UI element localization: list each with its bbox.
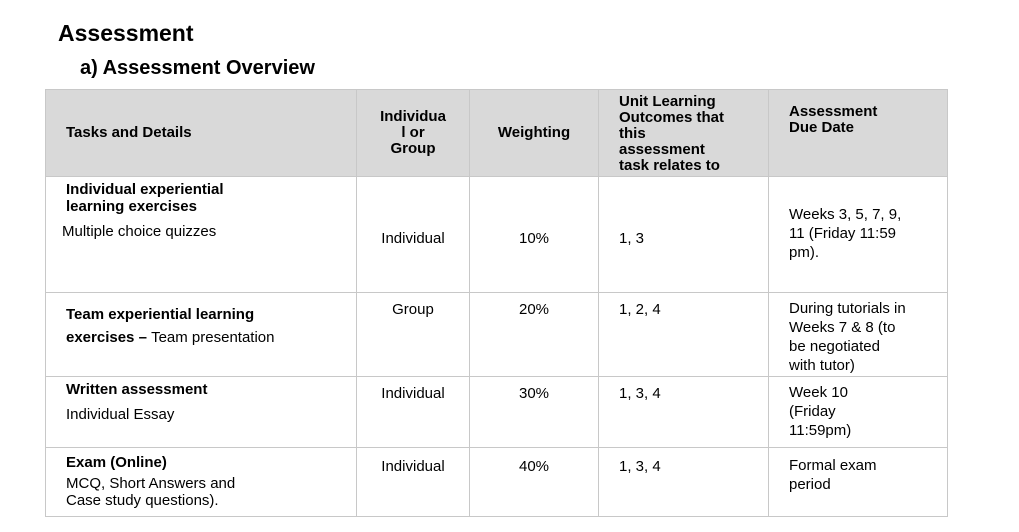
mode-cell: Individual [356,176,470,293]
table-row: Team experiential learning exercises – T… [45,292,948,377]
task-title: Team experiential learning exercises – [66,306,255,346]
task-cell: Individual experiential learning exercis… [45,176,357,293]
task-title: Written assessment [66,381,208,398]
task-title: Exam (Online) [66,454,167,471]
task-cell: Team experiential learning exercises – T… [45,292,357,377]
assessment-table: Tasks and Details Individua l or Group W… [45,89,948,517]
weighting-cell: 40% [469,447,599,517]
table-row: Exam (Online) MCQ, Short Answers and Cas… [45,447,948,517]
task-detail: Multiple choice quizzes [62,223,217,240]
task-detail: Individual Essay [66,406,175,423]
page-heading: Assessment [58,20,194,46]
weighting-cell: 20% [469,292,599,377]
ulo-cell: 1, 2, 4 [598,292,769,377]
task-detail: Team presentation [151,329,275,346]
task-title: Individual experiential learning exercis… [66,181,224,215]
due-cell: Week 10 (Friday 11:59pm) [768,376,948,448]
table-header-row: Tasks and Details Individua l or Group W… [45,89,948,177]
mode-cell: Individual [356,376,470,448]
table-row: Written assessment Individual Essay Indi… [45,376,948,448]
header-weighting: Weighting [469,89,599,177]
header-ulo: Unit Learning Outcomes that this assessm… [598,89,769,177]
weighting-cell: 30% [469,376,599,448]
section-heading: a) Assessment Overview [80,57,315,79]
ulo-cell: 1, 3, 4 [598,447,769,517]
mode-cell: Individual [356,447,470,517]
task-cell: Written assessment Individual Essay [45,376,357,448]
header-due-date: Assessment Due Date [768,89,948,177]
mode-cell: Group [356,292,470,377]
weighting-cell: 10% [469,176,599,293]
due-cell: Weeks 3, 5, 7, 9, 11 (Friday 11:59 pm). [768,176,948,293]
task-cell: Exam (Online) MCQ, Short Answers and Cas… [45,447,357,517]
task-detail: MCQ, Short Answers and Case study questi… [66,475,236,509]
table-row: Individual experiential learning exercis… [45,176,948,293]
header-tasks: Tasks and Details [45,89,357,177]
due-cell: Formal exam period [768,447,948,517]
header-individual-group: Individua l or Group [356,89,470,177]
ulo-cell: 1, 3 [598,176,769,293]
ulo-cell: 1, 3, 4 [598,376,769,448]
due-cell: During tutorials in Weeks 7 & 8 (to be n… [768,292,948,377]
